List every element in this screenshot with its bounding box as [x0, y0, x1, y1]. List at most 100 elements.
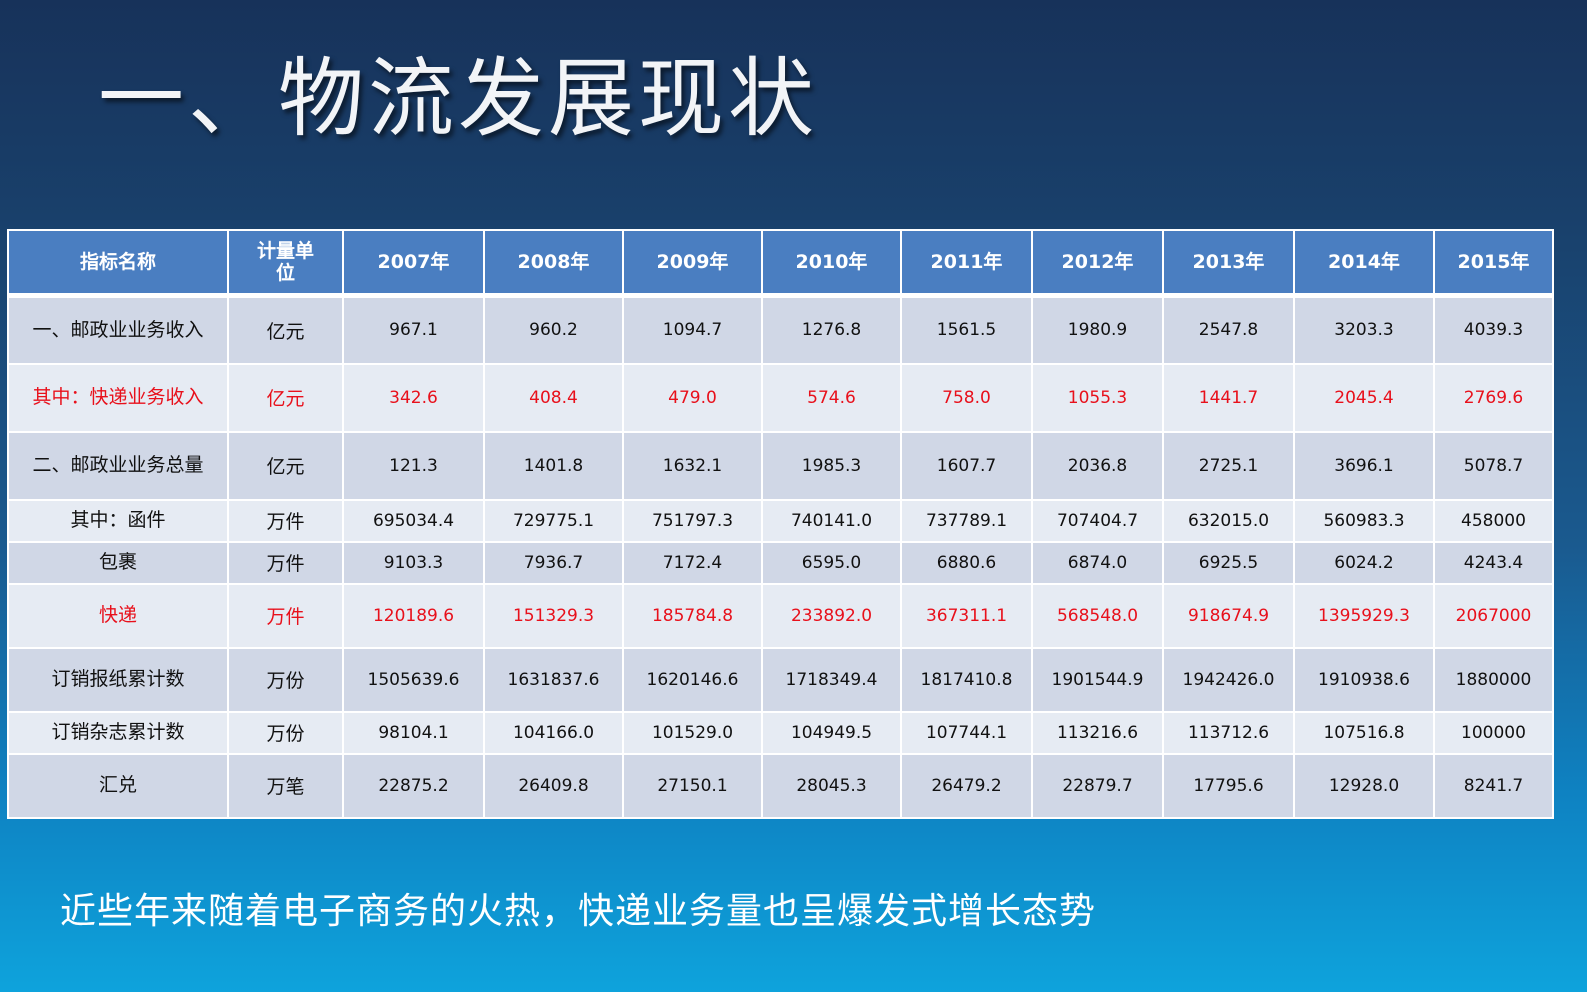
table-cell-value: 4039.3 — [1433, 294, 1554, 365]
table-cell-value: 1910938.6 — [1293, 646, 1435, 713]
row-unit: 亿元 — [227, 430, 344, 501]
table-cell-value: 1901544.9 — [1031, 646, 1164, 713]
table-cell-value: 104949.5 — [761, 710, 902, 755]
table-cell-value: 4243.4 — [1433, 540, 1554, 585]
row-unit: 万份 — [227, 710, 344, 755]
table-cell-value: 1880000 — [1433, 646, 1554, 713]
table-cell-value: 574.6 — [761, 362, 902, 433]
table-cell-value: 758.0 — [900, 362, 1033, 433]
table-body: 一、邮政业业务收入 亿元 967.1 960.2 1094.7 1276.8 1561.5 1… — [7, 294, 1554, 819]
table-cell-value: 27150.1 — [622, 752, 763, 819]
table-cell-value: 2547.8 — [1162, 294, 1295, 365]
table-cell-value: 113712.6 — [1162, 710, 1295, 755]
row-unit: 万件 — [227, 498, 344, 543]
postal-statistics-table: 指标名称 计量单位 2007年 2008年 2009年 2010年 2011年 2012年 20… — [7, 229, 1554, 819]
table-cell-value: 26409.8 — [483, 752, 624, 819]
table-cell-value: 121.3 — [342, 430, 485, 501]
row-indicator-name: 汇兑 — [7, 752, 229, 819]
table-cell-value: 22875.2 — [342, 752, 485, 819]
header-2007: 2007年 — [342, 229, 485, 297]
table-cell-value: 1561.5 — [900, 294, 1033, 365]
table-cell-value: 740141.0 — [761, 498, 902, 543]
header-unit: 计量单位 — [227, 229, 344, 297]
table-cell-value: 2067000 — [1433, 582, 1554, 649]
table-row: 订销杂志累计数 万份 98104.1 104166.0 101529.0 104949.5… — [7, 710, 1554, 755]
table-cell-value: 233892.0 — [761, 582, 902, 649]
table-row: 其中：快递业务收入 亿元 342.6 408.4 479.0 574.6 758.0 1055… — [7, 362, 1554, 433]
row-unit: 万笔 — [227, 752, 344, 819]
table-cell-value: 104166.0 — [483, 710, 624, 755]
header-2011: 2011年 — [900, 229, 1033, 297]
table-cell-value: 1620146.6 — [622, 646, 763, 713]
table-cell-value: 1441.7 — [1162, 362, 1295, 433]
table-cell-value: 632015.0 — [1162, 498, 1295, 543]
table-cell-value: 6925.5 — [1162, 540, 1295, 585]
row-indicator-name: 订销杂志累计数 — [7, 710, 229, 755]
table-cell-value: 479.0 — [622, 362, 763, 433]
table-cell-value: 6595.0 — [761, 540, 902, 585]
table-row: 快递 万件 120189.6 151329.3 185784.8 233892.0 3673… — [7, 582, 1554, 649]
header-2010: 2010年 — [761, 229, 902, 297]
table-cell-value: 22879.7 — [1031, 752, 1164, 819]
table-cell-value: 1505639.6 — [342, 646, 485, 713]
table-cell-value: 8241.7 — [1433, 752, 1554, 819]
table-cell-value: 960.2 — [483, 294, 624, 365]
table-cell-value: 1276.8 — [761, 294, 902, 365]
table-row: 包裹 万件 9103.3 7936.7 7172.4 6595.0 6880.6 6874.0… — [7, 540, 1554, 585]
row-indicator-name: 包裹 — [7, 540, 229, 585]
table-cell-value: 12928.0 — [1293, 752, 1435, 819]
table-cell-value: 28045.3 — [761, 752, 902, 819]
row-unit: 万件 — [227, 540, 344, 585]
row-unit: 万件 — [227, 582, 344, 649]
table-row: 订销报纸累计数 万份 1505639.6 1631837.6 1620146.6 1718… — [7, 646, 1554, 713]
header-indicator-name: 指标名称 — [7, 229, 229, 297]
header-2015: 2015年 — [1433, 229, 1554, 297]
row-indicator-name: 快递 — [7, 582, 229, 649]
table-cell-value: 1055.3 — [1031, 362, 1164, 433]
table-cell-value: 1985.3 — [761, 430, 902, 501]
table-cell-value: 1980.9 — [1031, 294, 1164, 365]
table-cell-value: 918674.9 — [1162, 582, 1295, 649]
table-cell-value: 707404.7 — [1031, 498, 1164, 543]
data-table-container: 指标名称 计量单位 2007年 2008年 2009年 2010年 2011年 2012年 20… — [7, 229, 1554, 819]
table-cell-value: 3696.1 — [1293, 430, 1435, 501]
table-cell-value: 408.4 — [483, 362, 624, 433]
table-cell-value: 100000 — [1433, 710, 1554, 755]
table-cell-value: 342.6 — [342, 362, 485, 433]
table-cell-value: 6024.2 — [1293, 540, 1435, 585]
table-cell-value: 1607.7 — [900, 430, 1033, 501]
table-cell-value: 9103.3 — [342, 540, 485, 585]
table-cell-value: 1631837.6 — [483, 646, 624, 713]
table-cell-value: 1395929.3 — [1293, 582, 1435, 649]
table-cell-value: 737789.1 — [900, 498, 1033, 543]
table-cell-value: 560983.3 — [1293, 498, 1435, 543]
table-header-row: 指标名称 计量单位 2007年 2008年 2009年 2010年 2011年 2012年 20… — [7, 229, 1554, 297]
row-indicator-name: 其中：快递业务收入 — [7, 362, 229, 433]
table-cell-value: 1942426.0 — [1162, 646, 1295, 713]
table-cell-value: 3203.3 — [1293, 294, 1435, 365]
row-indicator-name: 一、邮政业业务收入 — [7, 294, 229, 365]
table-cell-value: 2045.4 — [1293, 362, 1435, 433]
header-2014: 2014年 — [1293, 229, 1435, 297]
header-2008: 2008年 — [483, 229, 624, 297]
table-cell-value: 2725.1 — [1162, 430, 1295, 501]
table-cell-value: 568548.0 — [1031, 582, 1164, 649]
table-row: 其中：函件 万件 695034.4 729775.1 751797.3 740141.0 7… — [7, 498, 1554, 543]
slide-title: 一、物流发展现状 — [98, 49, 818, 149]
table-cell-value: 2769.6 — [1433, 362, 1554, 433]
table-cell-value: 751797.3 — [622, 498, 763, 543]
table-row: 汇兑 万笔 22875.2 26409.8 27150.1 28045.3 26479.2 2… — [7, 752, 1554, 819]
table-cell-value: 107516.8 — [1293, 710, 1435, 755]
header-2013: 2013年 — [1162, 229, 1295, 297]
table-cell-value: 17795.6 — [1162, 752, 1295, 819]
table-cell-value: 1632.1 — [622, 430, 763, 501]
table-cell-value: 967.1 — [342, 294, 485, 365]
table-cell-value: 695034.4 — [342, 498, 485, 543]
table-cell-value: 5078.7 — [1433, 430, 1554, 501]
table-cell-value: 458000 — [1433, 498, 1554, 543]
row-indicator-name: 二、邮政业业务总量 — [7, 430, 229, 501]
table-cell-value: 113216.6 — [1031, 710, 1164, 755]
table-cell-value: 367311.1 — [900, 582, 1033, 649]
table-cell-value: 151329.3 — [483, 582, 624, 649]
header-2009: 2009年 — [622, 229, 763, 297]
